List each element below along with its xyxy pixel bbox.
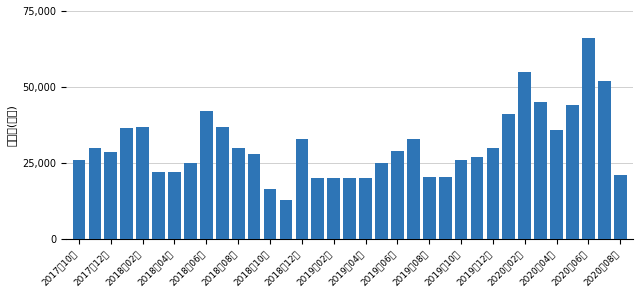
Bar [72, 160, 85, 239]
Bar [486, 148, 499, 239]
Bar [439, 177, 452, 239]
Bar [168, 172, 181, 239]
Bar [502, 114, 515, 239]
Bar [550, 130, 563, 239]
Bar [136, 126, 149, 239]
Bar [534, 102, 547, 239]
Bar [327, 178, 340, 239]
Bar [280, 200, 292, 239]
Bar [455, 160, 467, 239]
Bar [232, 148, 244, 239]
Bar [120, 128, 133, 239]
Bar [518, 72, 531, 239]
Bar [614, 175, 627, 239]
Bar [152, 172, 165, 239]
Bar [264, 189, 276, 239]
Bar [407, 139, 420, 239]
Bar [312, 178, 324, 239]
Bar [391, 151, 404, 239]
Bar [88, 148, 101, 239]
Y-axis label: 거래량(건수): 거래량(건수) [7, 104, 17, 146]
Bar [104, 152, 117, 239]
Bar [343, 178, 356, 239]
Bar [184, 163, 196, 239]
Bar [216, 126, 228, 239]
Bar [598, 81, 611, 239]
Bar [423, 177, 436, 239]
Bar [470, 157, 483, 239]
Bar [375, 163, 388, 239]
Bar [566, 105, 579, 239]
Bar [359, 178, 372, 239]
Bar [296, 139, 308, 239]
Bar [200, 111, 212, 239]
Bar [248, 154, 260, 239]
Bar [582, 38, 595, 239]
